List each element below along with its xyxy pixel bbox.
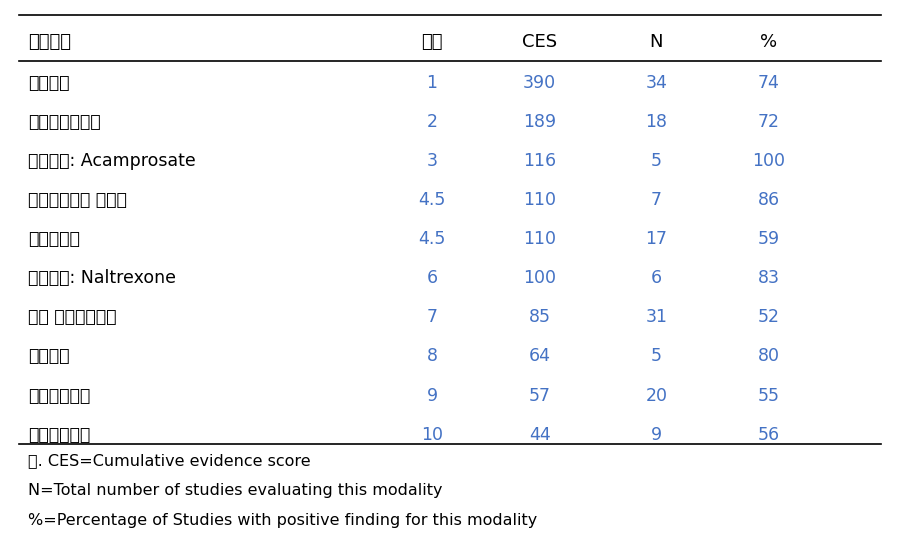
Text: 110: 110 — [523, 191, 556, 209]
Text: 83: 83 — [758, 269, 779, 287]
Text: 86: 86 — [758, 191, 779, 209]
Text: 약물치료: Naltrexone: 약물치료: Naltrexone — [28, 269, 176, 287]
Text: N=Total number of studies evaluating this modality: N=Total number of studies evaluating thi… — [28, 483, 443, 498]
Text: 55: 55 — [758, 387, 779, 405]
Text: 행동부부치료: 행동부부치료 — [28, 426, 91, 444]
Text: 390: 390 — [523, 74, 556, 92]
Text: %=Percentage of Studies with positive finding for this modality: %=Percentage of Studies with positive fi… — [28, 513, 537, 527]
Text: 57: 57 — [528, 387, 551, 405]
Text: 단기개입: 단기개입 — [28, 74, 70, 92]
Text: 72: 72 — [758, 113, 779, 130]
Text: 4.5: 4.5 — [418, 230, 446, 248]
Text: 1: 1 — [427, 74, 437, 92]
Text: 85: 85 — [528, 308, 551, 327]
Text: 7: 7 — [651, 191, 661, 209]
Text: 5: 5 — [651, 152, 661, 170]
Text: N: N — [650, 33, 663, 51]
Text: 6: 6 — [427, 269, 437, 287]
Text: CES: CES — [522, 33, 557, 51]
Text: 189: 189 — [523, 113, 556, 130]
Text: 행동 자기조절훈련: 행동 자기조절훈련 — [28, 308, 117, 327]
Text: 순위: 순위 — [421, 33, 443, 51]
Text: 100: 100 — [752, 152, 785, 170]
Text: 44: 44 — [529, 426, 551, 444]
Text: 행동계약: 행동계약 — [28, 347, 70, 365]
Text: 34: 34 — [645, 74, 667, 92]
Text: 자조매뉴얼: 자조매뉴얼 — [28, 230, 80, 248]
Text: 사회기술훈련: 사회기술훈련 — [28, 387, 91, 405]
Text: 3: 3 — [427, 152, 437, 170]
Text: 59: 59 — [758, 230, 779, 248]
Text: 9: 9 — [427, 387, 437, 405]
Text: 8: 8 — [427, 347, 437, 365]
Text: %: % — [760, 33, 777, 51]
Text: 4.5: 4.5 — [418, 191, 446, 209]
Text: 56: 56 — [758, 426, 779, 444]
Text: 18: 18 — [645, 113, 668, 130]
Text: 7: 7 — [427, 308, 437, 327]
Text: 31: 31 — [645, 308, 668, 327]
Text: 110: 110 — [523, 230, 556, 248]
Text: 74: 74 — [758, 74, 779, 92]
Text: 116: 116 — [523, 152, 556, 170]
Text: 20: 20 — [645, 387, 668, 405]
Text: 약물치료: Acamprosate: 약물치료: Acamprosate — [28, 152, 196, 170]
Text: 2: 2 — [427, 113, 437, 130]
Text: 10: 10 — [421, 426, 443, 444]
Text: 80: 80 — [758, 347, 779, 365]
Text: 64: 64 — [528, 347, 551, 365]
Text: 주. CES=Cumulative evidence score: 주. CES=Cumulative evidence score — [28, 453, 310, 468]
Text: 9: 9 — [651, 426, 661, 444]
Text: 치유양식: 치유양식 — [28, 33, 71, 51]
Text: 17: 17 — [645, 230, 668, 248]
Text: 52: 52 — [758, 308, 779, 327]
Text: 100: 100 — [523, 269, 556, 287]
Text: 지역사회강화 접근법: 지역사회강화 접근법 — [28, 191, 127, 209]
Text: 동기강화접근법: 동기강화접근법 — [28, 113, 101, 130]
Text: 6: 6 — [651, 269, 661, 287]
Text: 5: 5 — [651, 347, 661, 365]
